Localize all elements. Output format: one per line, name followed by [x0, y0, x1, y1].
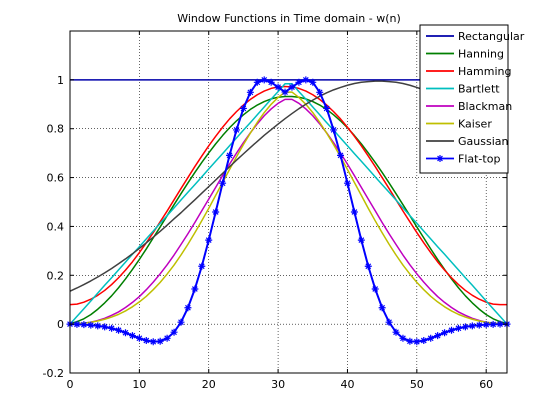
- flat-top-point-11: [142, 337, 150, 345]
- flat-top-point-24: [232, 126, 240, 134]
- x-tick-label-0: 0: [67, 378, 74, 391]
- legend-label-gaussian: Gaussian: [458, 135, 508, 148]
- flat-top-point-42: [357, 236, 365, 244]
- flat-top-point-43: [364, 262, 372, 270]
- series-hanning: [69, 95, 508, 325]
- flat-top-point-8: [121, 329, 129, 337]
- flat-top-point-28: [260, 76, 268, 84]
- flat-top-point-34: [302, 76, 310, 84]
- flat-top-point-39: [337, 151, 345, 159]
- flat-top-point-17: [184, 304, 192, 312]
- flat-top-point-27: [253, 78, 261, 86]
- plot-frame: [69, 30, 508, 374]
- flat-top-point-33: [295, 78, 303, 86]
- flat-top-point-46: [385, 318, 393, 326]
- flat-top-point-60: [482, 321, 490, 329]
- flat-top-point-38: [330, 126, 338, 134]
- flat-top-point-40: [343, 179, 351, 187]
- legend-label-rectangular: Rectangular: [458, 30, 525, 43]
- flat-top-point-20: [205, 236, 213, 244]
- series-line-hanning: [69, 95, 508, 325]
- flat-top-point-1: [73, 320, 81, 328]
- y-tick-label-3: 0.4: [47, 220, 65, 233]
- flat-top-point-12: [149, 338, 157, 346]
- series-line-blackman: [69, 98, 508, 325]
- chart-title: Window Functions in Time domain - w(n): [177, 12, 401, 25]
- flat-top-point-6: [108, 324, 116, 332]
- y-tick-label-0: -0.2: [43, 367, 64, 380]
- flat-top-point-16: [177, 318, 185, 326]
- flat-top-point-5: [101, 323, 109, 331]
- flat-top-point-54: [441, 329, 449, 337]
- flat-top-point-21: [212, 208, 220, 216]
- flat-top-point-30: [274, 83, 282, 91]
- flat-top-point-51: [420, 337, 428, 345]
- flat-top-point-25: [239, 104, 247, 112]
- legend-marker-flat-top: [436, 155, 444, 162]
- flat-top-point-62: [496, 320, 504, 328]
- y-tick-label-2: 0.2: [47, 269, 65, 282]
- flat-top-point-23: [226, 151, 234, 159]
- legend-box: [419, 24, 509, 174]
- flat-top-point-59: [475, 321, 483, 329]
- flat-top-point-50: [413, 338, 421, 346]
- flat-top-point-49: [406, 337, 414, 345]
- flat-top-point-10: [135, 334, 143, 342]
- flat-top-point-56: [454, 324, 462, 332]
- flat-top-point-44: [371, 285, 379, 293]
- axis-ticks: 0 10 20 30 40 50 60-0.200.20.40.60.81: [43, 31, 507, 391]
- flat-top-point-29: [267, 78, 275, 86]
- legend-label-bartlett: Bartlett: [458, 83, 500, 96]
- flat-top-point-15: [170, 328, 178, 336]
- flat-top-point-57: [461, 323, 469, 331]
- flat-top-point-32: [288, 83, 296, 91]
- flat-top-point-14: [163, 334, 171, 342]
- x-tick-label-3: 30: [271, 378, 285, 391]
- legend-label-hanning: Hanning: [458, 48, 504, 61]
- legend-label-kaiser: Kaiser: [458, 118, 492, 131]
- flat-top-point-58: [468, 322, 476, 330]
- flat-top-point-53: [434, 332, 442, 340]
- series-bartlett: [69, 83, 508, 325]
- flat-top-point-13: [156, 337, 164, 345]
- flat-top-point-52: [427, 334, 435, 342]
- flat-top-point-31: [281, 88, 289, 96]
- flat-top-point-61: [489, 320, 497, 328]
- flat-top-point-47: [392, 328, 400, 336]
- x-tick-label-5: 50: [410, 378, 424, 391]
- legend: Rectangular Hanning Hamming Bartlett Blackma…: [419, 24, 525, 174]
- x-tick-label-2: 20: [202, 378, 216, 391]
- y-tick-label-1: 0: [57, 318, 64, 331]
- flat-top-point-3: [87, 321, 95, 329]
- flat-top-point-9: [128, 332, 136, 340]
- y-tick-label-6: 1: [57, 74, 64, 87]
- flat-top-point-4: [94, 322, 102, 330]
- flat-top-point-55: [448, 326, 456, 334]
- flat-top-point-18: [191, 285, 199, 293]
- flat-top-point-22: [219, 179, 227, 187]
- flat-top-point-41: [350, 208, 358, 216]
- x-tick-label-6: 60: [479, 378, 493, 391]
- flat-top-point-48: [399, 334, 407, 342]
- flat-top-point-7: [115, 326, 123, 334]
- flat-top-point-2: [80, 321, 88, 329]
- flat-top-point-35: [309, 78, 317, 86]
- y-tick-label-5: 0.8: [47, 123, 65, 136]
- series-line-bartlett: [69, 83, 508, 325]
- flat-top-point-19: [198, 262, 206, 270]
- legend-label-flat-top: Flat-top: [458, 153, 500, 166]
- legend-label-blackman: Blackman: [458, 100, 512, 113]
- series-line-flat-top: [69, 78, 507, 343]
- flat-top-point-45: [378, 304, 386, 312]
- series-blackman: [69, 98, 508, 325]
- flat-top-point-37: [323, 104, 331, 112]
- flat-top-point-26: [246, 88, 254, 96]
- flat-top-point-36: [316, 88, 324, 96]
- x-tick-label-4: 40: [340, 378, 354, 391]
- x-tick-label-1: 10: [132, 378, 146, 391]
- legend-label-hamming: Hamming: [458, 65, 511, 78]
- y-tick-label-4: 0.6: [47, 172, 65, 185]
